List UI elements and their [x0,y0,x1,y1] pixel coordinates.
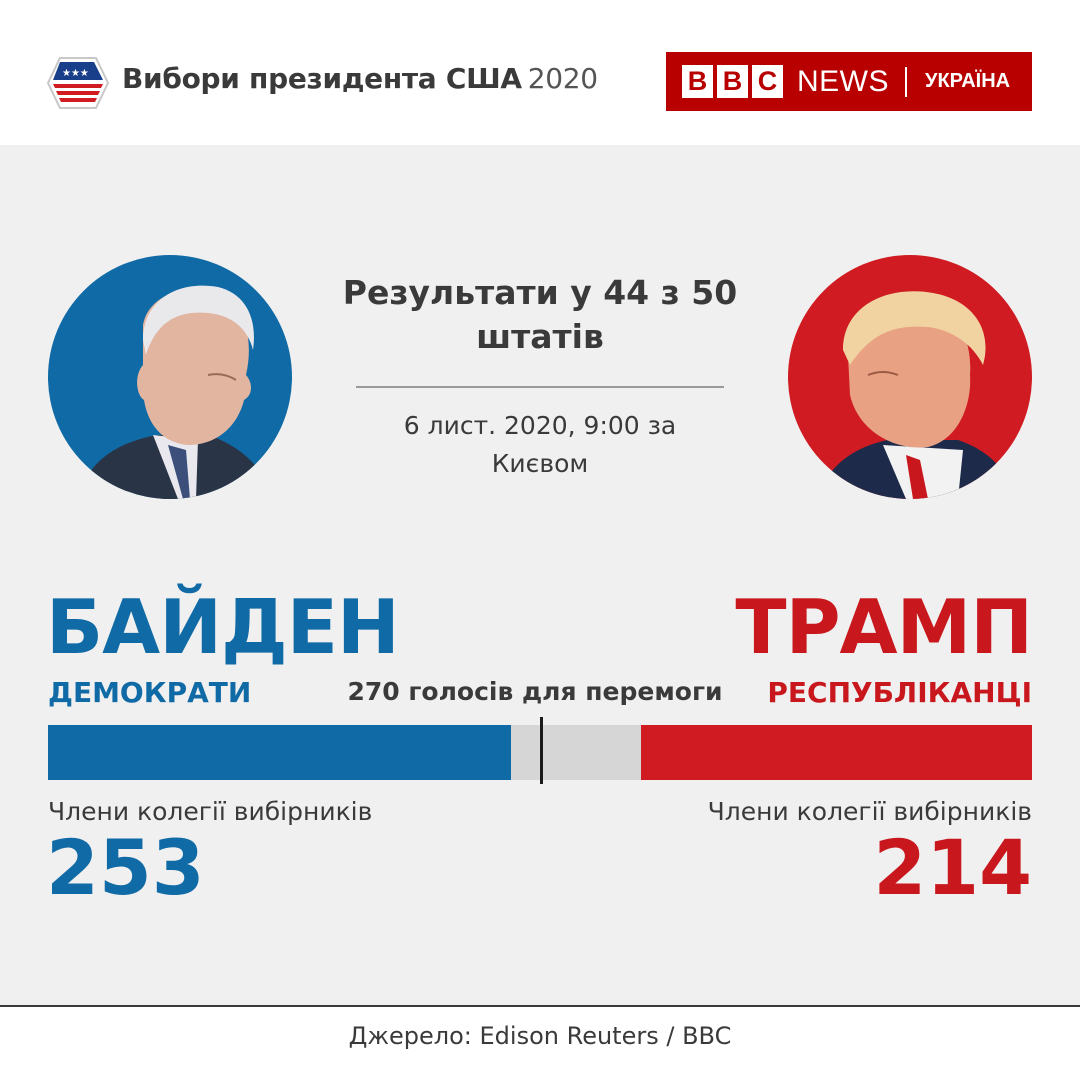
candidate-name-biden: БАЙДЕН [46,583,400,671]
logo-divider [905,66,907,97]
electoral-vote-bar [48,717,1032,784]
trump-portrait-illustration [818,291,1016,499]
source-note: Джерело: Edison Reuters / BBC [348,1022,732,1050]
threshold-marker [540,717,544,784]
status-divider [356,386,724,388]
biden-portrait-illustration [78,285,273,499]
logo-letter: B [717,65,748,98]
results-status: Результати у 44 з 50 штатів [342,273,738,356]
logo-letter: B [682,65,713,98]
logo-region: УКРАЇНА [925,70,1011,92]
logo-letter: C [752,65,783,98]
bar-segment-biden [48,725,511,780]
party-democrats: ДЕМОКРАТИ [48,676,252,709]
results-panel: Результати у 44 з 50 штатів 6 лист. 2020… [0,145,1080,1005]
page-title: Вибори президента США 2020 [122,62,598,95]
footer-divider [0,1005,1080,1007]
votes-caption-biden: Члени колегії вибірників [48,797,373,826]
us-flag-badge-icon: ★★★ [46,57,110,109]
bbc-news-ukraine-logo: B B C NEWS УКРАЇНА [666,52,1032,111]
bar-segment-trump [640,725,1032,780]
logo-news: NEWS [797,64,889,98]
party-republicans: РЕСПУБЛІКАНЦІ [767,676,1032,709]
electoral-votes-biden: 253 [46,823,205,912]
electoral-votes-trump: 214 [873,823,1032,912]
candidate-name-trump: ТРАМП [735,583,1033,671]
biden-portrait [48,255,292,499]
results-timestamp: 6 лист. 2020, 9:00 за Києвом [403,411,677,478]
title-text: Вибори президента США [122,62,522,95]
header: ★★★ Вибори президента США 2020 B B C NEWS… [0,0,1080,145]
threshold-label: 270 голосів для перемоги [347,677,723,706]
trump-portrait [788,255,1032,499]
title-year: 2020 [527,62,598,95]
svg-text:★★★: ★★★ [62,68,89,79]
votes-caption-trump: Члени колегії вибірників [707,797,1032,826]
